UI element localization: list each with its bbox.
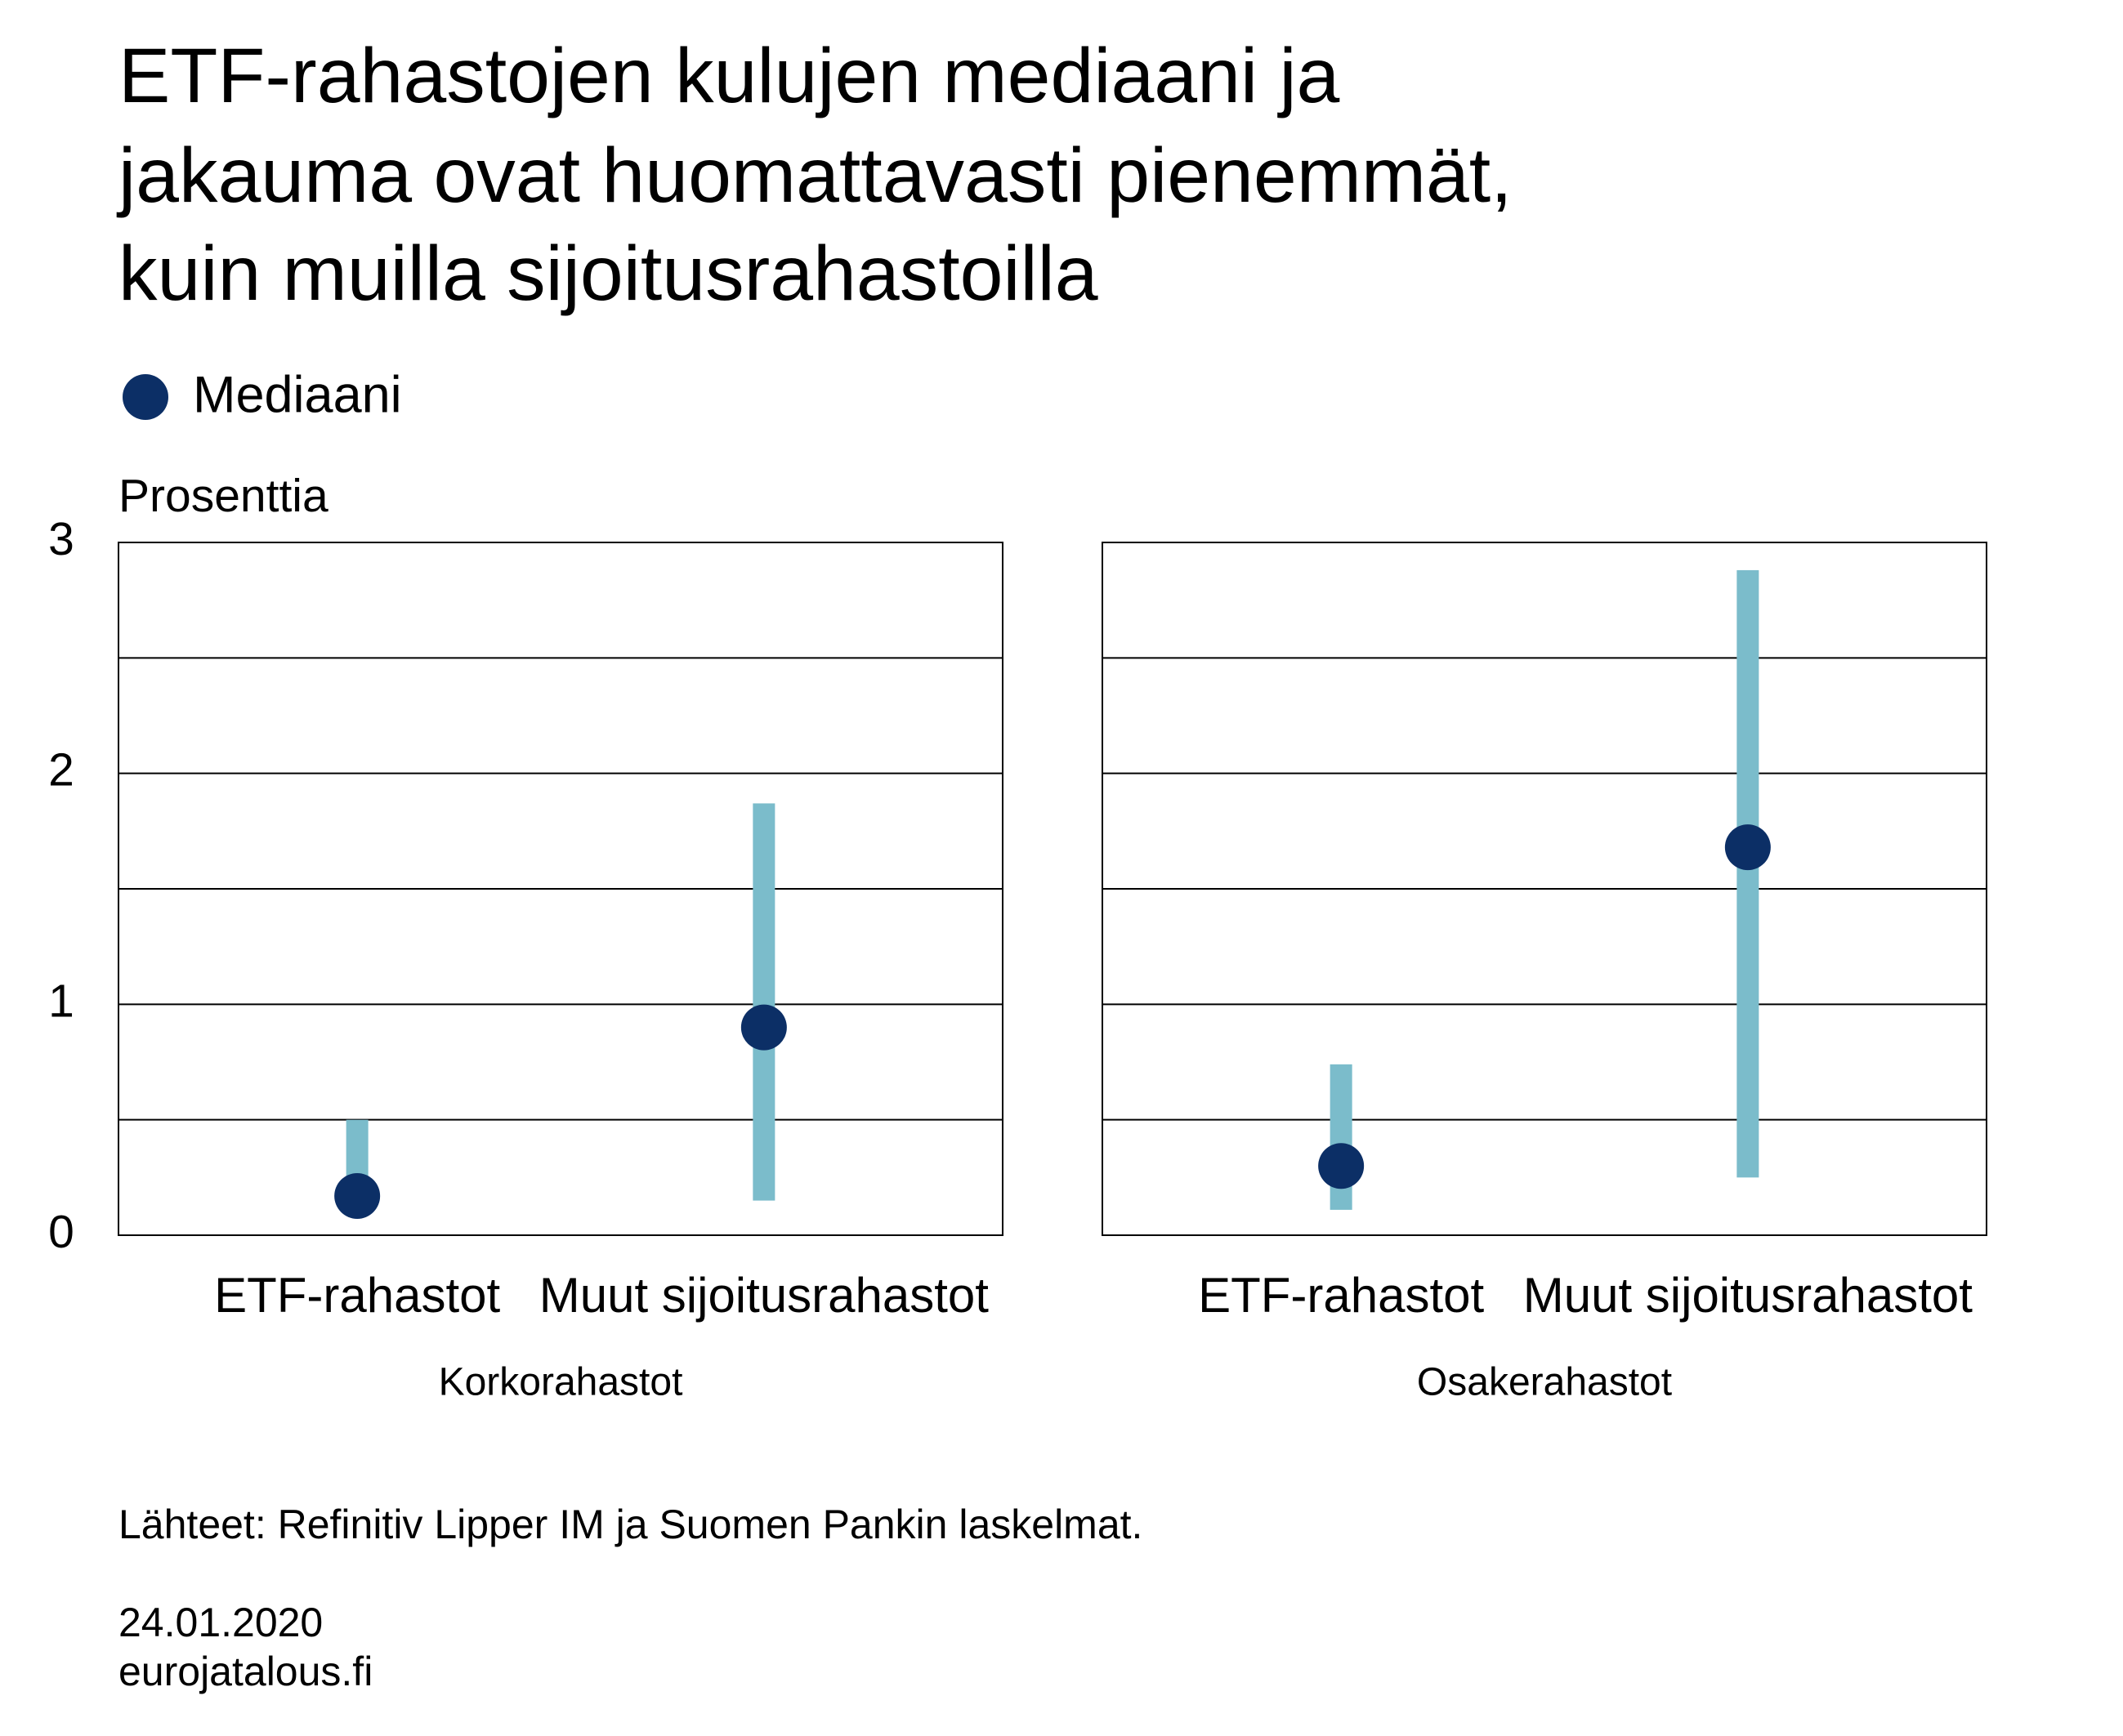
y-tick-label: 3 <box>48 513 74 565</box>
source: Lähteet: Refinitiv Lipper IM ja Suomen P… <box>118 1502 1142 1547</box>
date: 24.01.2020 <box>118 1600 323 1645</box>
median-dot <box>334 1172 381 1219</box>
range-bar <box>753 803 775 1201</box>
x-tick-label: Muut sijoitusrahastot <box>1523 1268 1973 1323</box>
median-dot <box>1724 824 1771 871</box>
chart-title: ETF-rahastojen kulujen mediaani ja <box>118 33 1340 119</box>
y-tick-label: 2 <box>48 744 74 797</box>
x-axis-label: Osakerahastot <box>1417 1361 1672 1404</box>
x-tick-label: ETF-rahastot <box>214 1268 500 1323</box>
x-tick-label: ETF-rahastot <box>1198 1268 1484 1323</box>
y-tick-label: 0 <box>48 1206 74 1258</box>
median-dot <box>740 1004 787 1051</box>
chart-title: jakauma ovat huomattavasti pienemmät, <box>116 132 1513 219</box>
median-dot <box>1318 1143 1365 1189</box>
site: eurojatalous.fi <box>118 1649 373 1694</box>
range-bar <box>1736 569 1759 1178</box>
legend-marker <box>123 374 168 420</box>
chart-title: kuin muilla sijoitusrahastoilla <box>118 230 1098 317</box>
plot-frame <box>118 542 1003 1236</box>
plot-frame <box>1102 542 1987 1236</box>
y-axis-label: Prosenttia <box>118 470 329 522</box>
y-tick-label: 1 <box>48 975 74 1027</box>
legend-label: Mediaani <box>193 367 402 424</box>
x-tick-label: Muut sijoitusrahastot <box>539 1268 990 1323</box>
x-axis-label: Korkorahastot <box>439 1361 683 1404</box>
